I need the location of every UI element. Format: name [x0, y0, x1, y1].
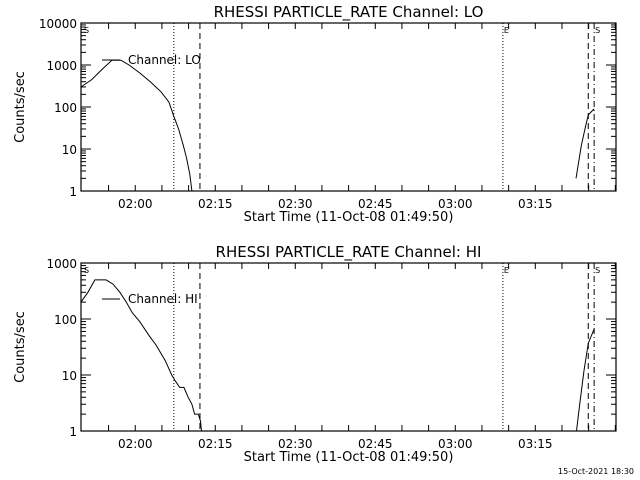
y-tick-label: 10	[62, 369, 77, 383]
event-marker-label: S	[84, 26, 89, 35]
x-tick-label: 02:45	[358, 437, 393, 451]
x-tick-label: 02:30	[278, 437, 313, 451]
chart-title: RHESSI PARTICLE_RATE Channel: LO	[214, 3, 484, 22]
event-marker-label: S	[595, 266, 600, 275]
y-tick-label: 1	[69, 425, 77, 439]
legend-label: Channel: LO	[128, 53, 201, 67]
y-axis-label: Counts/sec	[13, 71, 28, 143]
y-tick-label: 10	[62, 143, 77, 157]
plot-panel-1: RHESSI PARTICLE_RATE Channel: HI Start Ti…	[13, 243, 617, 465]
x-tick-label: 02:00	[118, 437, 153, 451]
x-tick-label: 02:15	[198, 197, 233, 211]
x-tick-label: 02:45	[358, 197, 393, 211]
plot-panel-0: RHESSI PARTICLE_RATE Channel: LO Start Ti…	[13, 3, 617, 225]
x-tick-label: 02:15	[198, 437, 233, 451]
event-marker-label: E	[504, 266, 509, 275]
chart-title: RHESSI PARTICLE_RATE Channel: HI	[216, 243, 482, 262]
legend-label: Channel: HI	[128, 292, 198, 306]
y-axis-label: Counts/sec	[13, 311, 28, 383]
y-tick-label: 1000	[46, 59, 77, 73]
y-tick-label: 100	[54, 313, 77, 327]
x-tick-label: 02:30	[278, 197, 313, 211]
y-tick-label: 100	[54, 101, 77, 115]
x-tick-label: 03:00	[438, 197, 473, 211]
timestamp: 15-Oct-2021 18:30	[558, 467, 634, 476]
x-axis-label: Start Time (11-Oct-08 01:49:50)	[244, 450, 454, 465]
y-tick-label: 1	[69, 185, 77, 199]
plot-frame	[80, 262, 617, 432]
x-axis-label: Start Time (11-Oct-08 01:49:50)	[244, 210, 454, 225]
plot-frame	[80, 22, 617, 192]
series-line-0-segment-0	[80, 279, 202, 432]
event-marker-label: S	[84, 266, 89, 275]
event-marker-label: E	[504, 26, 509, 35]
x-tick-label: 02:00	[118, 197, 153, 211]
y-tick-label: 1000	[46, 257, 77, 271]
series-line-0-segment-0	[80, 59, 193, 192]
series-line-0-segment-1	[575, 108, 595, 179]
x-tick-label: 03:15	[518, 197, 553, 211]
y-tick-label: 10000	[39, 17, 77, 31]
x-tick-label: 03:00	[438, 437, 473, 451]
series-line-0-segment-1	[576, 328, 595, 432]
x-tick-label: 03:15	[518, 437, 553, 451]
event-marker-label: S	[595, 26, 600, 35]
